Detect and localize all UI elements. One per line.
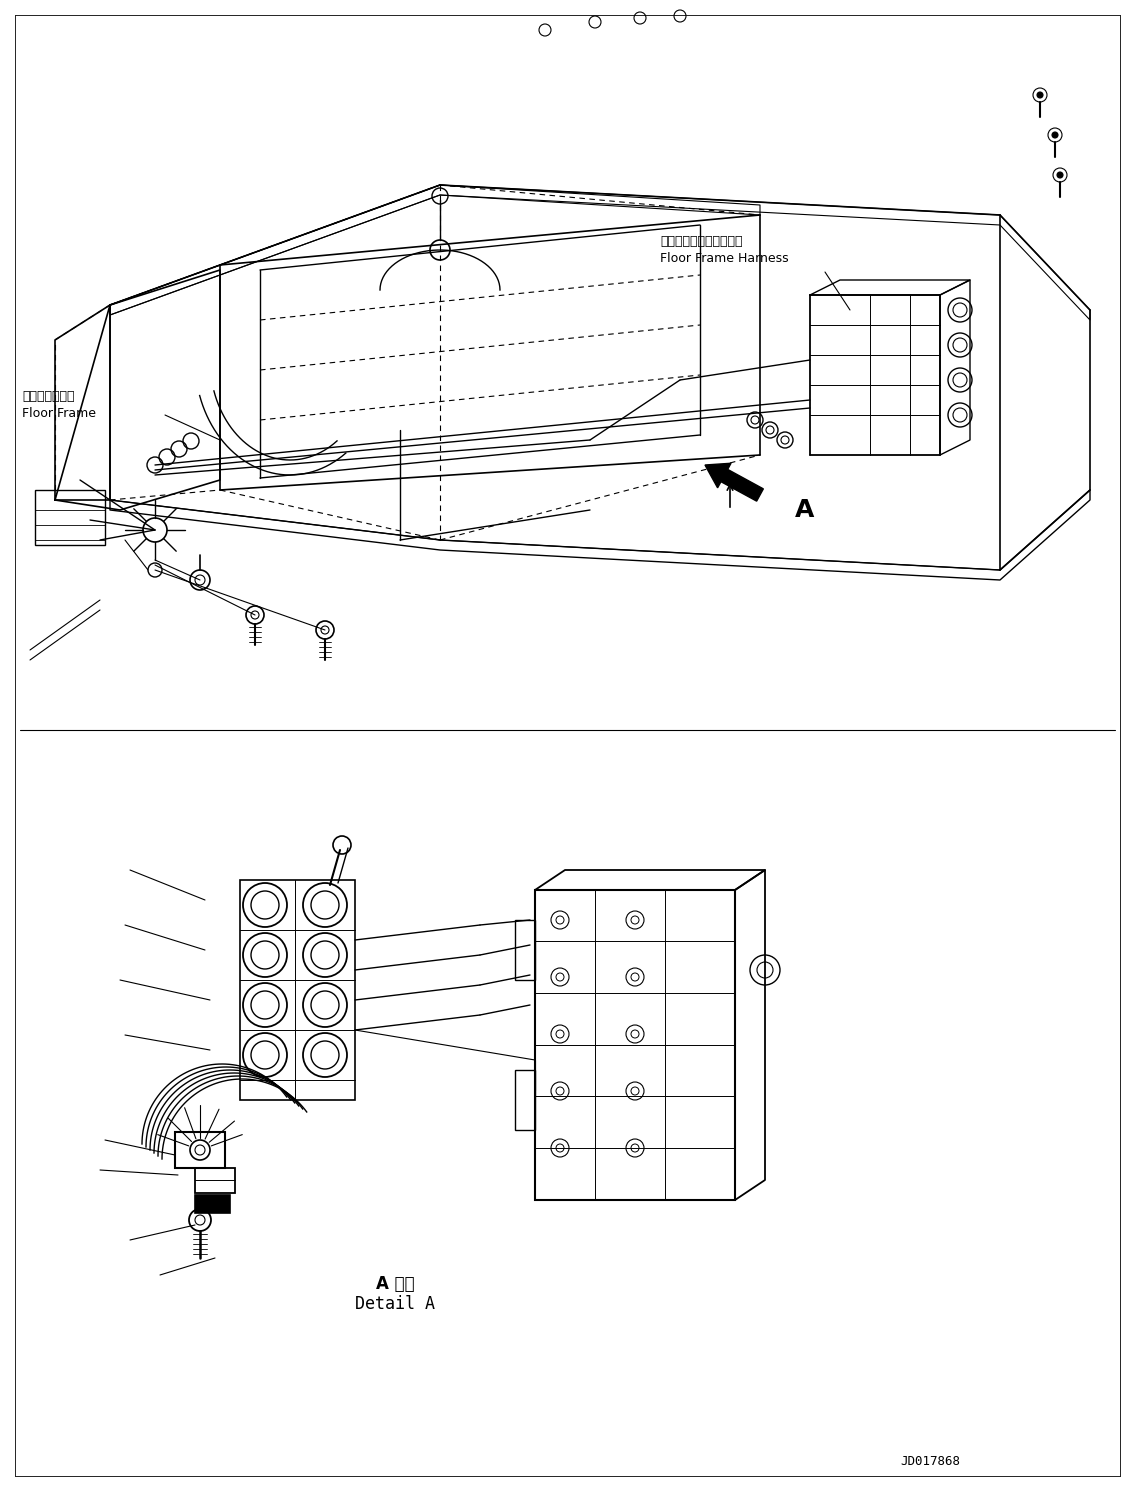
Text: Floor Frame Harness: Floor Frame Harness bbox=[659, 252, 789, 265]
Text: フロアフレーム: フロアフレーム bbox=[22, 391, 75, 403]
Bar bbox=[195, 1167, 235, 1193]
Text: Detail A: Detail A bbox=[355, 1296, 435, 1314]
Text: A 詳細: A 詳細 bbox=[376, 1275, 414, 1293]
Text: JD017868: JD017868 bbox=[900, 1455, 960, 1469]
Circle shape bbox=[1057, 171, 1063, 177]
Circle shape bbox=[1037, 92, 1043, 98]
Text: フロアフレームハーネス: フロアフレームハーネス bbox=[659, 236, 742, 248]
Text: A: A bbox=[794, 498, 815, 522]
Bar bbox=[175, 1132, 225, 1167]
Bar bbox=[239, 880, 355, 1100]
Circle shape bbox=[1052, 133, 1058, 139]
Bar bbox=[515, 920, 535, 980]
Bar bbox=[35, 491, 106, 546]
Bar bbox=[195, 1194, 230, 1214]
Bar bbox=[515, 1071, 535, 1130]
Bar bbox=[535, 890, 735, 1200]
FancyArrow shape bbox=[705, 464, 764, 501]
Text: Floor Frame: Floor Frame bbox=[22, 407, 96, 420]
